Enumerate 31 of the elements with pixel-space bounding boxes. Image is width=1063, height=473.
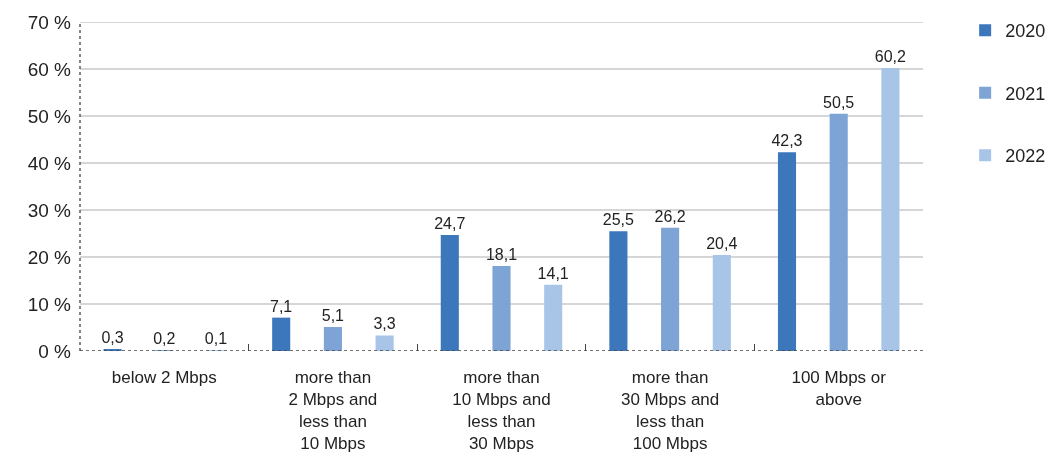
y-tick-label: 60 % (27, 58, 72, 80)
x-tick-label: below 2 Mbps (111, 368, 217, 387)
y-tick-label: 20 % (27, 246, 72, 268)
data-label: 0,2 (153, 330, 176, 347)
data-label: 14,1 (537, 264, 569, 282)
data-label: 25,5 (602, 211, 635, 229)
data-label: 5,1 (321, 307, 345, 325)
data-label: 0,3 (101, 329, 124, 346)
data-label: 7,1 (270, 297, 293, 315)
y-tick-label: 0 % (38, 340, 72, 362)
data-label: 3,3 (373, 315, 396, 333)
data-label: 0,1 (204, 330, 228, 347)
legend-label: 2021 (1005, 83, 1046, 104)
legend-label: 2022 (1005, 146, 1046, 167)
x-tick-label: 100 Mbps or above (791, 368, 887, 410)
y-tick-label: 40 % (27, 152, 72, 174)
data-label: 42,3 (771, 132, 803, 150)
x-tick-label: more than 2 Mbps and less than 10 Mbps (288, 368, 378, 454)
y-tick-label: 70 % (27, 11, 72, 33)
data-label: 20,4 (706, 235, 738, 253)
y-tick-label: 50 % (27, 105, 72, 127)
x-tick-label: more than 30 Mbps and less than 100 Mbps (620, 368, 720, 454)
data-label: 50,5 (823, 93, 855, 111)
legend-label: 2020 (1005, 21, 1046, 42)
data-label: 26,2 (654, 207, 686, 225)
x-tick-label: more than 10 Mbps and less than 30 Mbps (452, 368, 551, 454)
data-label: 24,7 (434, 214, 466, 232)
data-label: 18,1 (485, 245, 518, 263)
y-tick-label: 30 % (27, 199, 72, 221)
data-label: 60,2 (874, 48, 907, 66)
y-tick-label: 10 % (27, 293, 72, 315)
